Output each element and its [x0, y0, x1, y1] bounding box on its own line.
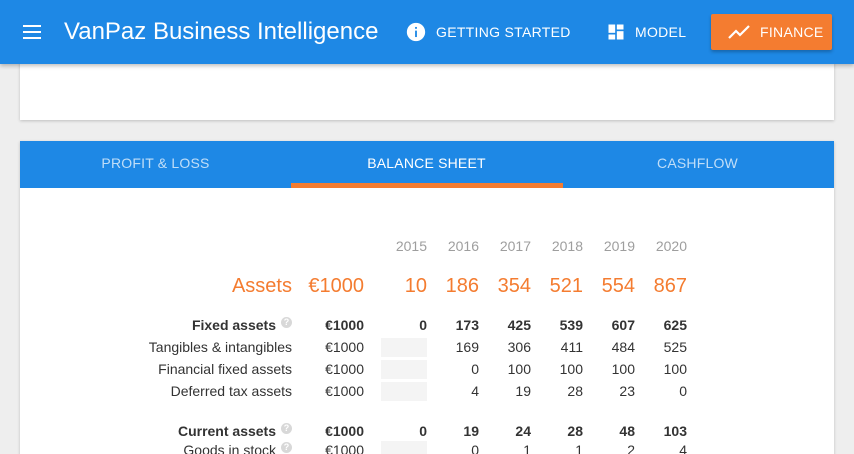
tab-profit-loss[interactable]: PROFIT & LOSS — [101, 155, 210, 171]
year-header: 2015 — [395, 238, 427, 254]
table-cell: 1 — [523, 442, 531, 454]
table-cell: 173 — [455, 317, 479, 333]
table-row-label: Tangibles & intangibles — [20, 339, 292, 355]
row-unit: €1000 — [325, 361, 364, 377]
empty-cell — [381, 382, 427, 401]
tab-cashflow[interactable]: CASHFLOW — [657, 155, 738, 171]
table-cell: 484 — [611, 339, 635, 355]
nav-model-button[interactable]: MODEL — [590, 14, 702, 50]
help-icon[interactable]: ? — [281, 317, 292, 328]
row-label-text: Deferred tax assets — [170, 383, 292, 399]
help-icon[interactable]: ? — [281, 423, 292, 434]
row-unit: €1000 — [325, 339, 364, 355]
active-tab-indicator — [291, 183, 563, 188]
table-cell: 625 — [663, 317, 687, 333]
menu-icon[interactable] — [20, 20, 44, 44]
table-cell: 100 — [507, 361, 531, 377]
table-cell: 0 — [419, 317, 427, 333]
table-cell: 0 — [471, 361, 479, 377]
table-cell: 2 — [627, 442, 635, 454]
empty-cell — [381, 441, 427, 454]
empty-cell — [381, 360, 427, 379]
app-bar: VanPaz Business Intelligence GETTING STA… — [0, 0, 854, 64]
table-row-label: Financial fixed assets — [20, 361, 292, 377]
assets-unit: €1000 — [308, 275, 364, 297]
table-cell: 48 — [619, 423, 635, 439]
help-icon[interactable]: ? — [281, 442, 292, 453]
table-row-label: Fixed assets? — [20, 317, 292, 333]
row-unit: €1000 — [325, 317, 364, 333]
table-cell: 411 — [560, 339, 583, 355]
assets-total-cell: 521 — [549, 275, 583, 297]
table-row-label: Deferred tax assets — [20, 383, 292, 399]
year-header: 2020 — [655, 238, 687, 254]
table-cell: 4 — [679, 442, 687, 454]
year-header: 2018 — [551, 238, 583, 254]
table-cell: 19 — [463, 423, 479, 439]
row-unit: €1000 — [325, 383, 364, 399]
table-cell: 0 — [679, 383, 687, 399]
nav-finance-button[interactable]: FINANCE — [711, 14, 832, 50]
row-unit: €1000 — [325, 442, 364, 454]
year-header: 2019 — [603, 238, 635, 254]
row-label-text: Goods in stock — [183, 442, 276, 454]
assets-total-cell: 10 — [404, 275, 427, 297]
table-cell: 19 — [515, 383, 531, 399]
info-icon — [406, 22, 426, 42]
tab-balance-sheet[interactable]: BALANCE SHEET — [367, 155, 486, 171]
assets-total-cell: 554 — [601, 275, 635, 297]
app-title: VanPaz Business Intelligence — [64, 18, 379, 45]
table-cell: 0 — [419, 423, 427, 439]
table-cell: 100 — [663, 361, 687, 377]
table-cell: 607 — [611, 317, 635, 333]
assets-total-cell: 186 — [445, 275, 479, 297]
table-cell: 1 — [575, 442, 583, 454]
table-cell: 103 — [663, 423, 687, 439]
assets-total-cell: 867 — [653, 275, 687, 297]
year-header: 2017 — [499, 238, 531, 254]
table-cell: 0 — [471, 442, 479, 454]
nav-model-label: MODEL — [635, 24, 687, 40]
table-row-label: Goods in stock? — [20, 442, 292, 454]
nav-getting-started-label: GETTING STARTED — [436, 24, 571, 40]
row-label-text: Financial fixed assets — [158, 361, 292, 377]
table-cell: 23 — [619, 383, 635, 399]
dashboard-icon — [608, 24, 624, 40]
table-cell: 4 — [471, 383, 479, 399]
year-header: 2016 — [447, 238, 479, 254]
table-cell: 28 — [567, 383, 583, 399]
row-label-text: Current assets — [177, 423, 276, 439]
table-cell: 100 — [611, 361, 635, 377]
table-cell: 539 — [559, 317, 583, 333]
table-cell: 28 — [567, 423, 583, 439]
row-label-text: Fixed assets — [191, 317, 276, 333]
row-label-text: Tangibles & intangibles — [148, 339, 292, 355]
table-cell: 306 — [507, 339, 531, 355]
trending-up-icon — [728, 25, 750, 39]
balance-sheet-card: PROFIT & LOSS BALANCE SHEET CASHFLOW 201… — [20, 141, 834, 454]
nav-finance-label: FINANCE — [760, 24, 824, 40]
assets-label: Assets — [231, 275, 292, 297]
table-cell: 525 — [663, 339, 687, 355]
nav-getting-started-button[interactable]: GETTING STARTED — [389, 14, 587, 50]
row-unit: €1000 — [325, 423, 364, 439]
table-row-label: Current assets? — [20, 423, 292, 439]
empty-cell — [381, 338, 427, 357]
table-cell: 425 — [507, 317, 531, 333]
table-cell: 100 — [559, 361, 583, 377]
finance-tabs: PROFIT & LOSS BALANCE SHEET CASHFLOW — [20, 141, 834, 188]
table-cell: 169 — [455, 339, 479, 355]
assets-total-cell: 354 — [497, 275, 531, 297]
table-cell: 24 — [515, 423, 531, 439]
